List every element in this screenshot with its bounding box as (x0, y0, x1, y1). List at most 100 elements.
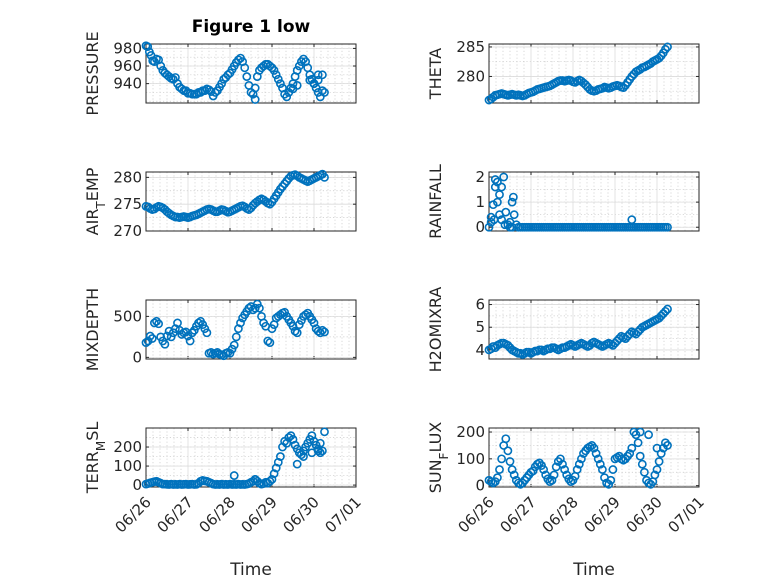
data-point (242, 72, 252, 81)
data-point (492, 473, 502, 483)
subplot-air-temp: 270 275 280 AIRTEMP (83, 167, 357, 240)
data-point (263, 336, 273, 346)
x-tick-label: 06/29 (581, 493, 624, 536)
data-point (282, 92, 292, 102)
data-point (635, 451, 645, 461)
x-tick-label: 06/27 (154, 493, 197, 536)
x-axis-label-left: Time (229, 560, 272, 580)
x-tick-label: 06/27 (497, 493, 540, 536)
data-point (320, 88, 329, 97)
y-tick-label: 980 (113, 39, 142, 57)
data-point (320, 172, 329, 182)
data-point (654, 53, 664, 63)
data-point (635, 427, 645, 437)
data-point (275, 452, 285, 461)
series-air-temp (141, 169, 329, 222)
y-tick-label: 200 (456, 423, 485, 441)
x-tick-label: 07/01 (665, 493, 708, 536)
data-point (292, 66, 302, 75)
data-point (497, 182, 506, 192)
data-point (200, 86, 210, 96)
data-point (507, 465, 517, 474)
data-point (503, 446, 513, 456)
data-point (206, 87, 216, 96)
axes-border (488, 43, 700, 104)
data-point (640, 467, 649, 477)
data-point (315, 438, 325, 448)
data-point (301, 310, 310, 320)
data-point (317, 325, 327, 335)
data-point (229, 471, 239, 480)
data-point (147, 334, 157, 343)
data-point (501, 434, 511, 444)
y-tick-label: 0 (132, 348, 142, 366)
data-point (593, 454, 603, 464)
data-point (160, 339, 170, 349)
data-point (292, 80, 302, 90)
x-tick-label: 07/01 (322, 493, 365, 536)
data-point (656, 449, 666, 458)
axes-border (145, 43, 357, 104)
y-axis-label: PRESSURE (83, 31, 102, 115)
data-point (627, 443, 637, 453)
data-point (490, 182, 500, 192)
subplot-h2omixra: 4 5 6 H2OMIXRA (426, 287, 700, 372)
data-point (492, 177, 502, 187)
data-point (663, 222, 672, 232)
y-tick-label: 0 (475, 477, 485, 495)
data-point (141, 338, 151, 348)
axes-border (488, 427, 700, 488)
data-point (313, 88, 323, 97)
data-point (539, 465, 548, 474)
data-point (292, 459, 302, 469)
x-tick-label: 06/26 (455, 493, 498, 536)
data-point (492, 197, 502, 207)
y-tick-label: 6 (475, 296, 485, 314)
data-point (259, 61, 268, 71)
data-point (608, 465, 618, 474)
data-point (595, 459, 605, 469)
data-point (509, 470, 519, 480)
y-tick-label: 100 (113, 457, 142, 475)
x-axis-label-right: Time (572, 560, 615, 580)
data-point (598, 465, 607, 474)
data-point (654, 457, 664, 466)
y-tick-label: 270 (113, 222, 142, 240)
y-tick-label: 200 (113, 438, 142, 456)
data-point (254, 478, 264, 488)
data-point (156, 61, 166, 71)
data-point (236, 318, 245, 328)
subplot-theta: 280 285 THETA (426, 38, 700, 105)
y-tick-label: 280 (456, 67, 485, 85)
data-point (497, 454, 506, 464)
x-tick-label: 06/28 (196, 493, 239, 536)
data-point (273, 74, 283, 84)
y-axis-label: RAINFALL (426, 164, 445, 239)
y-axis-label: TERRMSL (83, 422, 108, 495)
data-point (499, 172, 509, 182)
data-point (292, 328, 302, 338)
data-point (652, 443, 662, 453)
data-point (149, 318, 159, 328)
y-tick-label: 500 (113, 307, 142, 325)
data-point (202, 328, 212, 338)
data-point (206, 348, 216, 357)
data-point (231, 332, 241, 342)
data-point (250, 83, 260, 93)
data-point (663, 42, 672, 52)
data-point (484, 222, 494, 232)
data-point (275, 79, 285, 89)
y-tick-label: 1 (475, 193, 485, 211)
data-point (191, 89, 201, 99)
data-point (154, 319, 163, 329)
y-tick-label: 960 (113, 57, 142, 75)
data-point (650, 470, 660, 480)
data-point (152, 316, 161, 326)
y-axis-label: MIXDEPTH (83, 288, 102, 371)
subplot-rainfall: 0 1 2 RAINFALL (426, 164, 700, 239)
data-point (317, 86, 327, 96)
data-point (320, 427, 329, 437)
data-point (313, 446, 323, 456)
